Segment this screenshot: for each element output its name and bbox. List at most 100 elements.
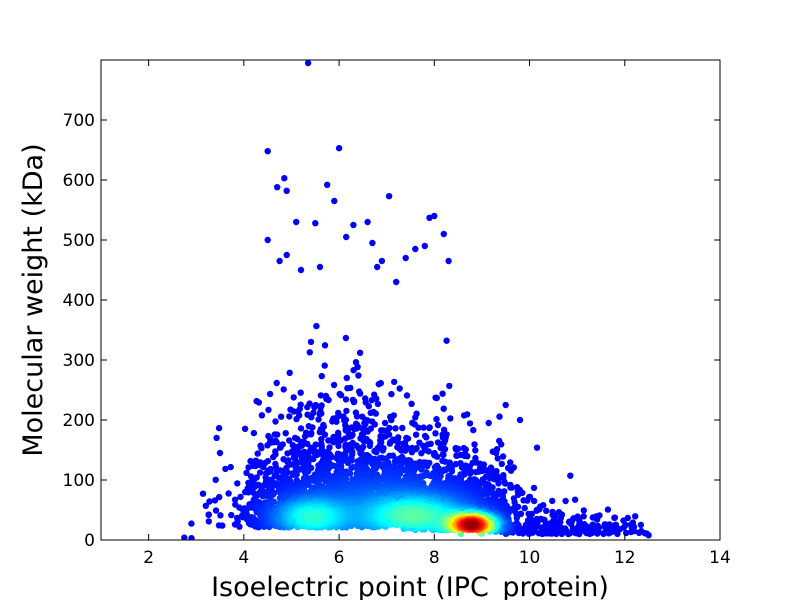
data-point xyxy=(418,450,425,457)
data-point xyxy=(264,442,271,449)
data-point xyxy=(580,513,587,520)
data-point xyxy=(260,463,267,471)
data-point xyxy=(317,392,325,399)
data-point xyxy=(347,470,354,477)
y-axis-ticks: 0 100 200 300 400 500 600 700 xyxy=(63,111,720,551)
data-point xyxy=(273,438,280,446)
x-tick-label: 8 xyxy=(429,548,440,568)
data-points xyxy=(181,60,652,540)
data-point xyxy=(316,411,323,418)
data-point xyxy=(388,390,395,398)
data-point xyxy=(369,239,376,247)
data-point xyxy=(403,392,411,399)
data-point xyxy=(343,407,350,415)
data-point xyxy=(351,425,358,433)
y-tick-label: 400 xyxy=(63,291,95,311)
data-point xyxy=(250,477,257,484)
data-point xyxy=(254,450,261,457)
y-axis-title: Molecular weight (kDa) xyxy=(18,143,49,456)
data-point xyxy=(549,508,556,516)
data-point xyxy=(321,362,328,369)
data-point xyxy=(343,374,350,382)
data-point xyxy=(391,378,398,386)
data-point xyxy=(286,369,293,376)
data-point xyxy=(350,221,357,229)
data-point xyxy=(206,498,213,505)
data-point xyxy=(412,431,420,438)
data-point xyxy=(270,491,277,498)
data-point xyxy=(258,412,266,419)
data-point xyxy=(250,429,258,437)
data-point xyxy=(337,437,344,444)
data-point xyxy=(356,349,364,356)
data-point xyxy=(308,414,315,421)
data-point xyxy=(471,441,478,448)
data-point xyxy=(234,514,241,522)
data-point xyxy=(309,424,316,431)
data-point xyxy=(470,426,477,434)
data-point xyxy=(535,530,543,537)
data-point xyxy=(507,484,514,491)
data-point xyxy=(543,507,550,514)
data-point xyxy=(231,496,239,503)
data-point xyxy=(426,214,433,221)
data-point xyxy=(293,471,300,478)
data-point xyxy=(533,444,541,451)
data-point xyxy=(391,458,399,465)
data-point xyxy=(620,517,627,524)
data-point xyxy=(440,230,447,238)
data-point xyxy=(258,445,265,452)
data-point xyxy=(205,518,212,525)
data-point xyxy=(364,428,371,435)
data-point xyxy=(472,447,479,454)
data-point xyxy=(342,334,350,342)
data-point xyxy=(411,512,418,519)
data-point xyxy=(297,389,304,396)
data-point xyxy=(627,521,635,528)
data-point xyxy=(256,469,264,476)
y-tick-label: 600 xyxy=(63,171,95,191)
data-point xyxy=(460,412,468,419)
data-point xyxy=(498,441,505,448)
data-point xyxy=(293,218,300,226)
data-point xyxy=(318,436,325,443)
data-point xyxy=(375,381,382,388)
y-tick-label: 200 xyxy=(63,411,95,431)
data-point xyxy=(589,514,596,521)
data-point xyxy=(213,434,220,442)
data-point xyxy=(350,398,358,406)
data-point xyxy=(280,386,287,393)
x-axis-title: Isoelectric point (IPC_protein) xyxy=(211,572,609,600)
data-point xyxy=(199,490,207,497)
data-point xyxy=(283,251,290,259)
data-point xyxy=(328,453,336,461)
data-point xyxy=(447,415,454,422)
data-point xyxy=(408,400,415,407)
data-point xyxy=(420,424,427,431)
data-point xyxy=(452,446,460,453)
data-point xyxy=(225,490,232,497)
data-point xyxy=(434,421,442,429)
data-point xyxy=(302,469,309,477)
data-point xyxy=(344,459,352,467)
data-point xyxy=(350,367,357,374)
data-point xyxy=(335,442,342,450)
data-point xyxy=(426,424,433,432)
data-point xyxy=(516,416,524,424)
data-point xyxy=(282,430,289,437)
data-point xyxy=(466,470,474,477)
x-tick-label: 12 xyxy=(614,548,636,568)
data-point xyxy=(385,193,393,200)
data-point xyxy=(366,442,374,450)
data-point xyxy=(440,451,447,459)
x-axis-ticks: 2 4 6 8 10 12 14 xyxy=(143,60,731,568)
x-tick-label: 10 xyxy=(519,548,541,568)
data-point xyxy=(557,514,565,521)
data-point xyxy=(412,414,419,421)
data-point xyxy=(386,440,394,447)
data-point xyxy=(423,434,430,441)
data-point xyxy=(412,245,419,253)
data-point xyxy=(433,394,440,402)
data-point xyxy=(374,263,381,271)
x-tick-label: 4 xyxy=(238,548,249,568)
